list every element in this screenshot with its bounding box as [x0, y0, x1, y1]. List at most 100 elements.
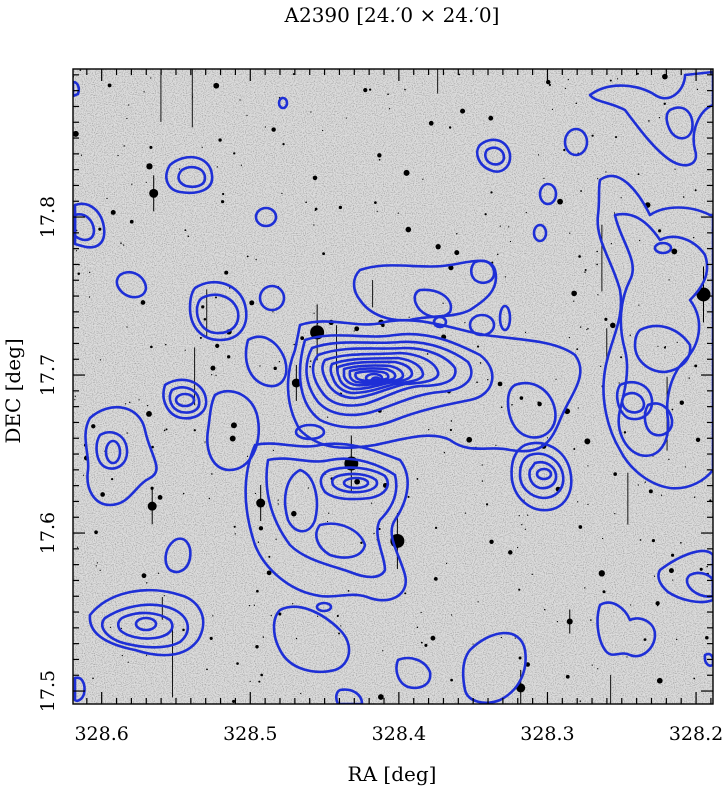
faint-star [551, 108, 554, 111]
faint-star [382, 650, 384, 652]
faint-star [682, 196, 685, 198]
faint-star [89, 271, 91, 273]
faint-star [377, 153, 382, 158]
faint-star [422, 178, 424, 180]
faint-star [222, 192, 225, 196]
faint-star [460, 108, 466, 114]
faint-star [74, 399, 76, 401]
faint-star [300, 336, 305, 341]
faint-star [82, 474, 85, 476]
faint-star [584, 438, 591, 445]
faint-star [620, 356, 623, 359]
faint-star [215, 343, 220, 348]
faint-star [573, 300, 575, 302]
faint-star [591, 664, 593, 666]
faint-star [165, 428, 168, 431]
faint-star [479, 362, 482, 364]
faint-star [508, 550, 513, 555]
faint-star [120, 242, 122, 244]
faint-star [275, 538, 277, 540]
faint-star [203, 317, 207, 321]
faint-star [211, 473, 213, 475]
faint-star [639, 239, 641, 242]
faint-star [73, 130, 79, 137]
faint-star [141, 573, 147, 579]
faint-star [338, 632, 340, 635]
faint-star [264, 126, 266, 128]
contour-west [165, 155, 214, 195]
faint-star [270, 615, 272, 617]
faint-star [648, 489, 653, 494]
faint-star [271, 127, 276, 132]
contour-se [657, 549, 713, 604]
faint-star [96, 562, 98, 564]
faint-star [579, 326, 582, 328]
faint-star [126, 432, 128, 434]
faint-star [672, 579, 674, 581]
faint-star [573, 448, 576, 451]
faint-star [255, 259, 257, 261]
faint-star [609, 79, 612, 82]
faint-star [637, 484, 639, 486]
faint-star [246, 455, 249, 457]
contour-west [254, 206, 278, 228]
faint-star [489, 539, 494, 544]
faint-star [656, 677, 663, 684]
contour-west [95, 430, 129, 470]
faint-star [587, 328, 589, 330]
contour-ne [538, 182, 558, 206]
faint-star [426, 353, 429, 355]
x-tick-label: 328.3 [520, 723, 574, 745]
contour-midright-peak [535, 467, 553, 481]
faint-star [106, 197, 108, 200]
contour-ne [532, 223, 548, 243]
contour-ne [588, 70, 713, 167]
faint-star [543, 177, 545, 179]
faint-star [258, 680, 261, 683]
y-tick-label: 17.8 [37, 196, 59, 238]
faint-star [688, 377, 690, 379]
faint-star [273, 366, 277, 371]
faint-star [215, 374, 217, 377]
faint-star [360, 541, 363, 544]
faint-star [291, 510, 297, 517]
faint-star [184, 349, 186, 351]
faint-star [239, 99, 241, 101]
plot-area [72, 68, 714, 705]
star [291, 378, 301, 388]
faint-star [476, 345, 480, 348]
faint-star [525, 211, 527, 214]
faint-star [663, 102, 666, 106]
faint-star [76, 546, 79, 548]
faint-star [569, 232, 571, 234]
faint-star [146, 404, 149, 407]
faint-star [322, 129, 324, 132]
faint-star [696, 88, 699, 91]
faint-star [430, 635, 436, 641]
contour-west [84, 405, 158, 507]
faint-star [388, 108, 391, 110]
faint-star [254, 492, 257, 495]
faint-star [224, 270, 229, 275]
faint-star [521, 524, 523, 526]
contour-west [258, 284, 286, 312]
faint-star [590, 619, 592, 621]
contour-south-peak [342, 476, 370, 490]
faint-star [643, 638, 647, 641]
faint-star [236, 662, 239, 665]
faint-star [107, 83, 112, 88]
faint-star [256, 589, 259, 593]
faint-star [313, 224, 315, 226]
faint-star [314, 209, 317, 212]
faint-star [527, 514, 529, 516]
faint-star [146, 411, 152, 417]
faint-star [556, 620, 559, 623]
contour-west [104, 439, 122, 465]
faint-star [575, 102, 578, 105]
faint-star [266, 570, 272, 576]
faint-star [260, 673, 263, 677]
contour-west [195, 293, 240, 335]
faint-star [537, 154, 540, 156]
faint-star [563, 148, 566, 152]
